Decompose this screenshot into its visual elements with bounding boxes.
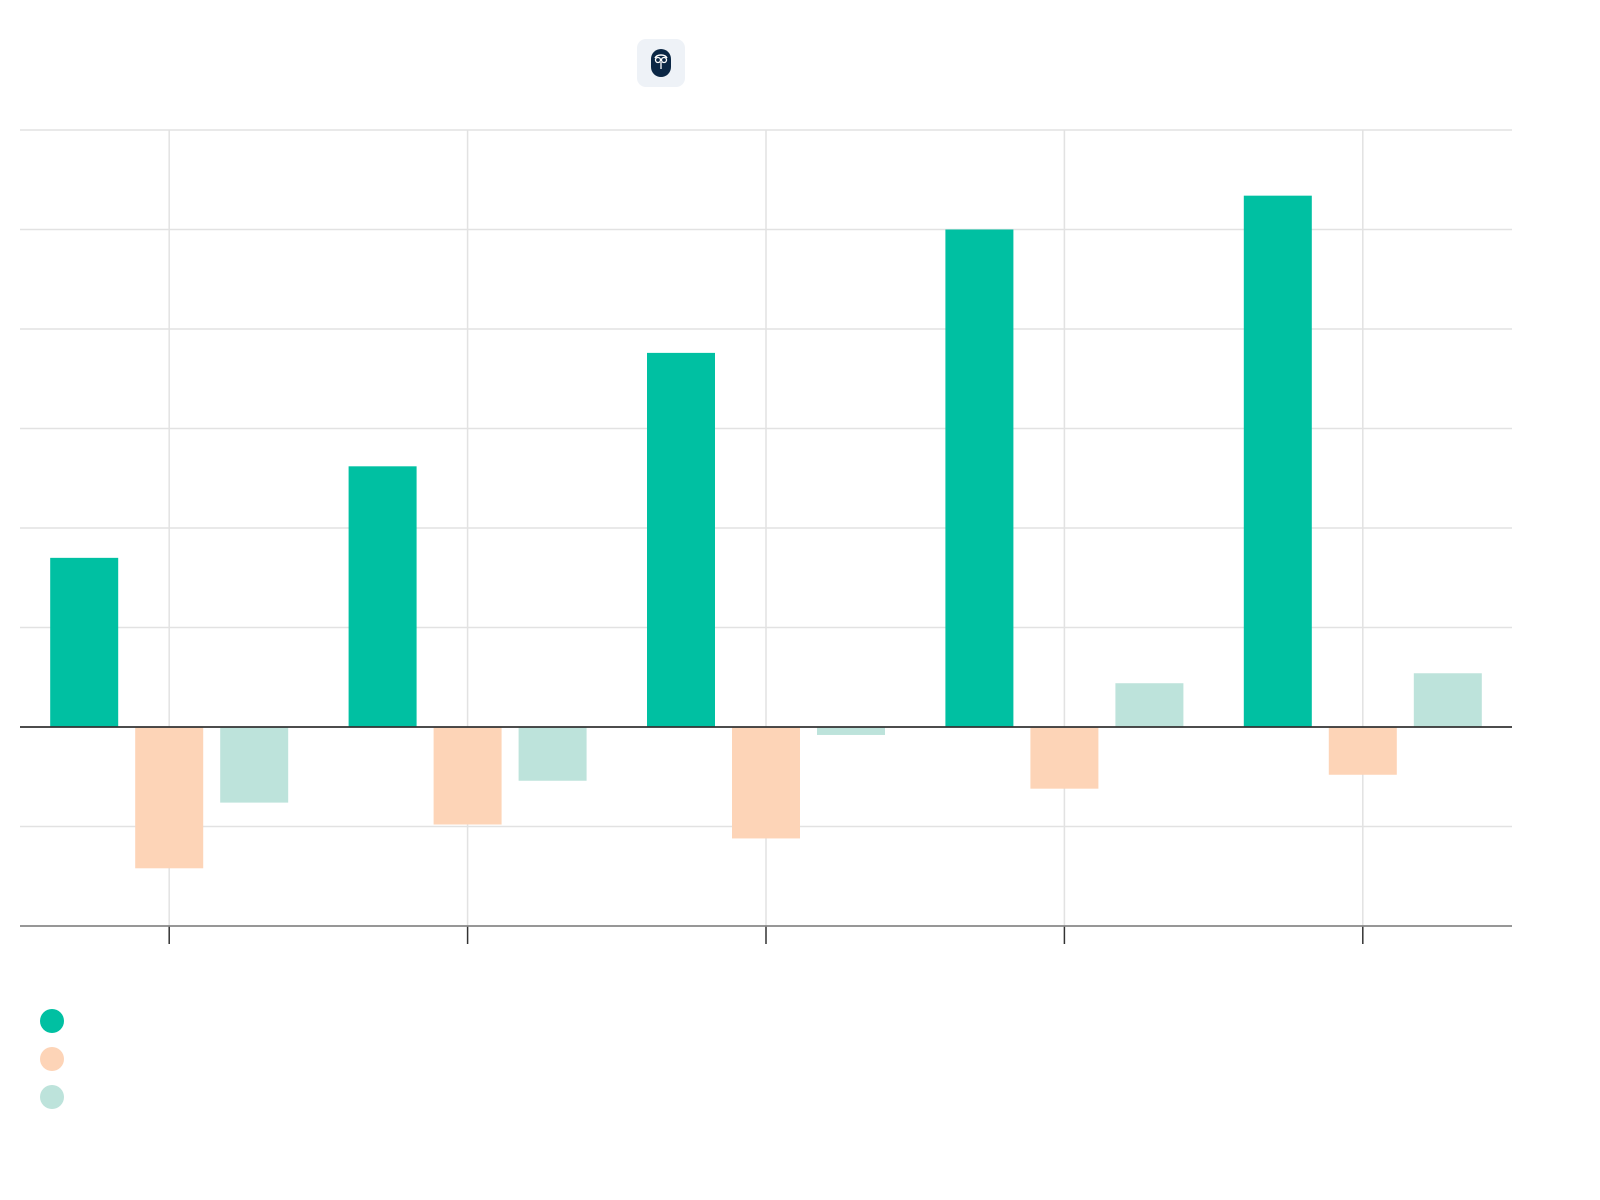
bar	[1030, 727, 1099, 789]
legend-swatch	[40, 1047, 64, 1071]
legend-swatch	[40, 1085, 64, 1109]
bar	[348, 466, 417, 727]
bar	[135, 727, 204, 869]
bar-chart	[20, 129, 1512, 944]
bar	[1115, 683, 1184, 727]
bar	[1328, 727, 1397, 775]
bar	[50, 557, 119, 727]
bar	[220, 727, 289, 803]
bar	[945, 229, 1014, 727]
bars	[50, 195, 1482, 869]
owl-logo-icon	[651, 49, 671, 77]
legend-swatch	[40, 1009, 64, 1033]
bar	[817, 727, 885, 735]
bar	[518, 727, 587, 781]
bar	[1413, 673, 1482, 727]
bar	[732, 727, 800, 839]
bar	[433, 727, 502, 825]
bar	[647, 352, 715, 727]
bar	[1243, 195, 1312, 728]
logo-badge	[637, 39, 685, 87]
axes	[20, 726, 1512, 944]
